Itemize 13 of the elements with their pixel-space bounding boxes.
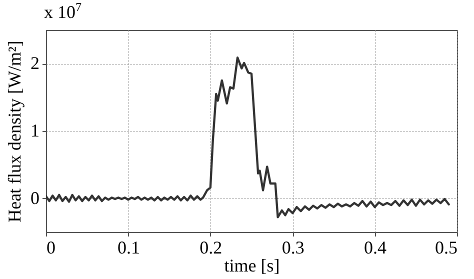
x-axis-title: time [s] (224, 256, 280, 276)
x-tick-label: 0.2 (200, 238, 222, 258)
x-tick-label: 0.4 (364, 238, 387, 258)
x-tick-label: 0.1 (117, 238, 140, 258)
text: x 10$^{7}$ (44, 0, 82, 23)
x-tick-label: 0 (46, 238, 56, 258)
y-tick-label: 0 (30, 188, 40, 208)
x-tick-label: 0.5 (435, 238, 458, 258)
y-axis-title: Heat flux density [W/m²] (4, 40, 24, 222)
line-series (46, 56, 450, 218)
y-tick-label: 2 (30, 53, 40, 74)
x-tick-label: 0.3 (282, 238, 304, 258)
y-tick-label: 1 (30, 120, 40, 140)
